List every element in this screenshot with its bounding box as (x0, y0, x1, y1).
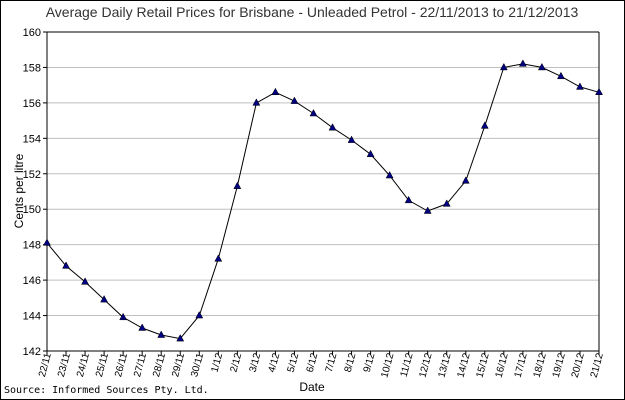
series-line (46, 63, 600, 340)
source-note: Source: Informed Sources Pty. Ltd. (4, 385, 209, 396)
x-tick-label: 25/11 (94, 352, 111, 379)
x-tick-label: 6/12 (305, 352, 321, 374)
x-tick-label: 11/12 (399, 352, 416, 379)
x-tick-label: 28/11 (151, 352, 168, 379)
data-point-marker (595, 87, 603, 96)
y-tick-label: 150 (23, 204, 41, 216)
chart-title: Average Daily Retail Prices for Brisbane… (46, 4, 579, 20)
x-tick-label: 15/12 (475, 352, 492, 379)
x-tick-label: 23/11 (56, 352, 73, 379)
data-point-marker (328, 123, 337, 131)
y-axis-title: Cents per litre (12, 153, 26, 228)
x-tick-label: 1/12 (210, 352, 226, 374)
x-tick-label: 8/12 (343, 352, 359, 374)
x-tick-label: 20/12 (570, 352, 587, 379)
data-point-marker (252, 98, 261, 106)
x-tick-label: 30/11 (189, 352, 206, 379)
data-point-marker (81, 277, 89, 285)
x-tick-label: 12/12 (417, 352, 434, 379)
x-tick-label: 7/12 (324, 352, 340, 374)
y-tick-label: 156 (23, 98, 41, 110)
data-point-marker (43, 238, 51, 246)
data-point-marker (404, 195, 413, 204)
data-point-marker (537, 62, 546, 71)
data-point-marker (290, 96, 299, 104)
y-tick-label: 144 (23, 311, 41, 323)
y-tick-label: 142 (23, 346, 41, 358)
y-tick-label: 160 (23, 27, 41, 39)
data-point-marker (119, 312, 128, 321)
x-tick-label: 13/12 (437, 352, 454, 379)
x-tick-label: 5/12 (286, 352, 302, 374)
data-point-marker (461, 176, 470, 184)
data-point-marker (576, 82, 584, 90)
x-tick-label: 29/11 (170, 352, 187, 379)
x-tick-label: 18/12 (532, 352, 549, 379)
data-point-marker (62, 261, 70, 269)
data-point-marker (157, 330, 166, 338)
x-tick-label: 2/12 (229, 352, 245, 374)
y-tick-label: 146 (23, 275, 41, 287)
data-point-marker (214, 254, 223, 262)
x-tick-label: 17/12 (513, 352, 530, 379)
x-tick-label: 3/12 (248, 352, 264, 374)
data-point-marker (557, 71, 565, 80)
x-tick-label: 19/12 (551, 352, 568, 379)
x-tick-label: 24/11 (75, 352, 92, 379)
data-point-marker (271, 87, 280, 96)
data-point-marker (480, 121, 489, 129)
data-point-marker (347, 135, 356, 143)
data-point-marker (176, 334, 185, 342)
data-point-marker (138, 323, 147, 331)
data-point-marker (366, 149, 375, 158)
x-axis-title: Date (299, 380, 325, 394)
y-tick-label: 158 (23, 62, 41, 74)
data-point-marker (100, 295, 109, 303)
x-tick-label: 4/12 (267, 352, 283, 374)
data-point-marker (423, 206, 432, 214)
data-point-marker (499, 62, 508, 71)
y-tick-label: 148 (23, 240, 41, 252)
x-tick-label: 14/12 (456, 352, 473, 379)
x-tick-label: 16/12 (494, 352, 511, 379)
x-tick-label: 9/12 (362, 352, 378, 374)
y-tick-label: 152 (23, 169, 41, 181)
x-tick-label: 10/12 (379, 352, 396, 379)
data-point-marker (518, 59, 527, 67)
data-point-marker (309, 108, 318, 117)
data-point-marker (385, 171, 394, 179)
x-tick-label: 26/11 (113, 352, 130, 379)
x-tick-label: 27/11 (132, 352, 149, 379)
data-point-marker (195, 311, 204, 319)
data-point-marker (233, 181, 242, 189)
data-point-marker (442, 199, 451, 207)
x-tick-label: 21/12 (589, 352, 606, 379)
y-tick-label: 154 (23, 133, 41, 145)
